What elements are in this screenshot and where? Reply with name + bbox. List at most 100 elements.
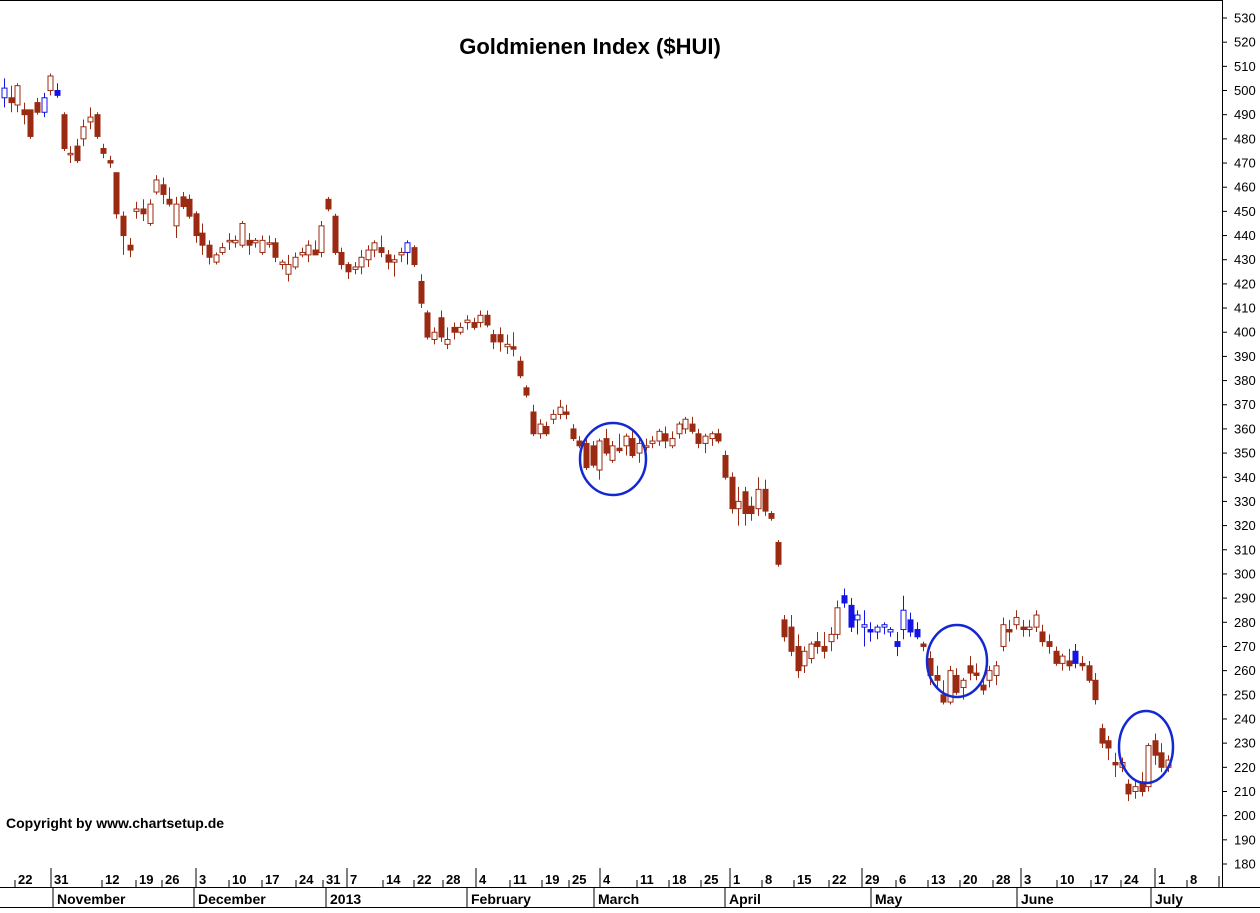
candle-body-up: [239, 222, 246, 246]
candle: [74, 138, 81, 164]
candle: [543, 421, 550, 437]
candle: [517, 356, 524, 379]
candle: [404, 240, 411, 265]
candle: [47, 73, 54, 96]
candle: [1086, 660, 1093, 683]
y-tick-label: 450: [1234, 204, 1256, 219]
candle-body-down: [1105, 740, 1112, 749]
candle-body-down: [166, 198, 173, 205]
candle: [1013, 610, 1020, 630]
candle: [1066, 648, 1073, 671]
candle: [967, 656, 974, 681]
candle: [490, 329, 497, 350]
candle-body-down: [490, 334, 497, 343]
x-tick-label: 14: [386, 872, 401, 887]
y-tick-label: 400: [1234, 325, 1256, 340]
candle-body-up: [636, 442, 643, 454]
candle: [662, 426, 669, 449]
candle: [781, 615, 788, 642]
candle-body-up: [133, 208, 140, 212]
candle: [67, 146, 74, 164]
candle-body-down: [894, 641, 901, 647]
candle-body-down: [907, 619, 914, 633]
candle-body-down: [54, 90, 61, 96]
candle: [537, 419, 544, 439]
candle: [1112, 752, 1119, 777]
y-tick-label: 480: [1234, 131, 1256, 146]
x-tick-label: 28: [446, 872, 460, 887]
candle-body-up: [1013, 616, 1020, 626]
x-tick-label: 12: [105, 872, 119, 887]
candle: [861, 610, 868, 647]
candle: [259, 235, 266, 255]
candle-body-up: [404, 242, 411, 253]
candle: [1092, 673, 1099, 705]
x-tick-label: 28: [996, 872, 1010, 887]
x-tick-label: 22: [18, 872, 32, 887]
candle: [484, 310, 491, 328]
month-label: June: [1021, 891, 1054, 907]
candle-body-up: [682, 418, 689, 430]
candle: [947, 665, 954, 705]
candle-body-up: [755, 488, 762, 510]
candle: [900, 595, 907, 640]
candle-body-up: [153, 179, 160, 193]
candle: [590, 441, 597, 468]
candle: [497, 327, 504, 352]
candle-body-up: [444, 338, 451, 345]
candle-body-down: [1092, 679, 1099, 701]
candle: [1000, 617, 1007, 652]
x-tick-label: 31: [326, 872, 340, 887]
candle: [953, 668, 960, 695]
x-tick-label: 3: [199, 872, 206, 887]
candle: [345, 262, 352, 280]
highlight-circle: [578, 421, 648, 497]
candle: [252, 237, 259, 248]
candle-body-down: [325, 198, 332, 210]
candle-body-down: [1079, 662, 1086, 667]
candle-body-down: [775, 542, 782, 565]
candle-body-down: [781, 619, 788, 638]
x-tick-label: 31: [54, 872, 68, 887]
candle-body-up: [881, 624, 888, 628]
candle-body-down: [345, 264, 352, 273]
candle: [160, 177, 167, 205]
candle-body-down: [34, 102, 41, 113]
candle: [147, 199, 154, 226]
candle-body-down: [748, 505, 755, 515]
candle: [629, 428, 636, 458]
candle: [1072, 644, 1079, 669]
candle: [352, 262, 359, 275]
candle-body-up: [504, 343, 511, 348]
candle-body-down: [662, 433, 669, 442]
y-tick-label: 530: [1234, 11, 1256, 26]
candle: [418, 274, 425, 309]
candle-body-down: [180, 196, 187, 208]
candle: [510, 332, 517, 357]
candle: [21, 102, 28, 125]
candle-body-up: [874, 626, 881, 633]
candle: [1020, 619, 1027, 637]
candle: [616, 433, 623, 454]
candle: [219, 242, 226, 255]
candle-body-down: [1039, 631, 1046, 643]
candle: [365, 245, 372, 267]
x-tick-label: 10: [232, 872, 246, 887]
candle-body-up: [147, 203, 154, 224]
chart-title: Goldmienen Index ($HUI): [459, 34, 721, 59]
y-tick-label: 300: [1234, 566, 1256, 581]
candle-body-down: [160, 184, 167, 195]
candle: [934, 665, 941, 688]
candle-body-down: [814, 641, 821, 647]
candle-body-down: [312, 249, 319, 256]
candle: [636, 438, 643, 463]
candle-body-down: [530, 411, 537, 435]
candle-body-down: [590, 445, 597, 466]
candle-body-up: [960, 679, 967, 689]
candle-body-down: [127, 244, 134, 251]
candle: [411, 245, 418, 267]
candle-body-up: [676, 423, 683, 435]
highlight-circle: [1117, 709, 1175, 785]
candle-body-down: [722, 455, 729, 478]
x-tick-label: 7: [350, 872, 357, 887]
